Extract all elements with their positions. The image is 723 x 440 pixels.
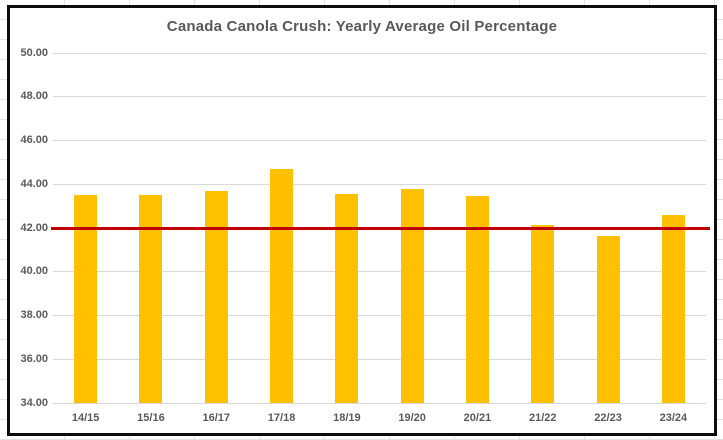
x-axis-tick-label: 18/19 [333, 412, 361, 424]
bar-17-18[interactable] [270, 168, 294, 403]
x-axis-tick-label: 22/23 [594, 412, 622, 424]
chart-title[interactable]: Canada Canola Crush: Yearly Average Oil … [166, 18, 558, 35]
x-axis-tick-label: 23/24 [659, 412, 688, 424]
bar-16-17[interactable] [204, 190, 228, 403]
y-gridline [53, 96, 706, 98]
x-axis-tick-label: 14/15 [71, 412, 100, 424]
bar-23-24[interactable] [661, 214, 685, 403]
x-axis-tick-label: 15/16 [137, 412, 165, 424]
y-gridline [53, 140, 706, 141]
y-axis-tick-label: 38.00 [20, 309, 48, 321]
y-gridline [53, 52, 706, 54]
y-gridline [53, 315, 706, 316]
bar-15-16[interactable] [139, 195, 163, 403]
y-axis-tick-label: 34.00 [20, 396, 48, 409]
y-gridline [53, 271, 706, 273]
chart-frame[interactable]: Canada Canola Crush: Yearly Average Oil … [7, 5, 717, 436]
x-axis-tick-label: 16/17 [202, 412, 231, 424]
y-axis-tick-label: 40.00 [20, 265, 48, 278]
y-gridline [53, 402, 706, 404]
bar-22-23[interactable] [596, 235, 620, 403]
plot-area: 34.00 36.00 38.00 40.00 42.00 44.00 46.00 48.00… [10, 8, 714, 433]
y-axis-tick-label: 46.00 [20, 134, 48, 146]
bar-21-22[interactable] [531, 224, 555, 403]
y-axis-tick-label: 44.00 [20, 177, 48, 190]
y-axis-tick-label: 42.00 [20, 221, 48, 234]
bar-19-20[interactable] [400, 188, 424, 403]
bar-18-19[interactable] [335, 194, 359, 403]
x-axis-tick-label: 21/22 [528, 412, 557, 424]
x-axis-tick-label: 20/21 [463, 412, 492, 424]
y-axis-tick-label: 50.00 [20, 46, 48, 59]
x-axis-tick-label: 17/18 [267, 412, 296, 424]
bar-14-15[interactable] [74, 195, 98, 403]
x-axis-tick-label: 19/20 [398, 412, 426, 424]
y-gridline [53, 183, 706, 185]
y-axis-tick-label: 48.00 [20, 90, 48, 103]
y-axis-tick-label: 36.00 [20, 352, 48, 365]
reference-line [51, 226, 710, 230]
y-gridline [53, 358, 706, 360]
bar-20-21[interactable] [465, 196, 489, 403]
